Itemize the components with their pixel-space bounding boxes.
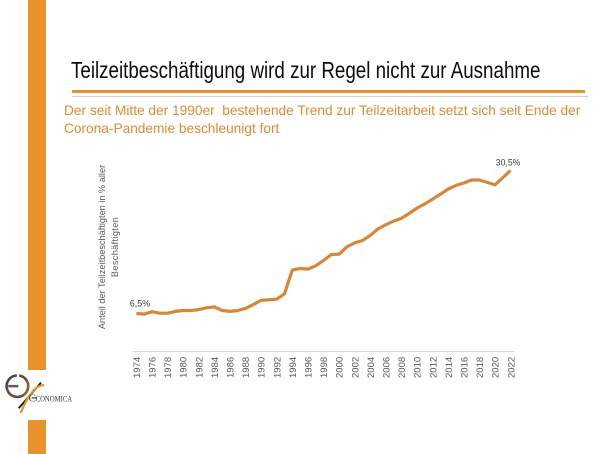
svg-text:1992: 1992 [272,357,283,378]
svg-text:1998: 1998 [319,357,330,378]
svg-text:2008: 2008 [397,357,408,378]
svg-text:30,5%: 30,5% [496,158,521,168]
svg-text:2012: 2012 [428,357,439,378]
svg-text:1990: 1990 [257,357,268,378]
svg-text:2000: 2000 [335,357,346,378]
svg-text:CONOMICA: CONOMICA [36,395,73,404]
svg-text:2004: 2004 [366,357,377,378]
svg-text:Anteil der Teilzeitbeschäftigt: Anteil der Teilzeitbeschäftigten in % al… [97,165,107,329]
svg-text:6,5%: 6,5% [130,299,151,309]
svg-text:2016: 2016 [460,357,471,378]
svg-text:1974: 1974 [132,357,143,378]
svg-text:2022: 2022 [506,357,517,378]
svg-text:Beschäftigten: Beschäftigten [110,217,120,277]
svg-text:2018: 2018 [475,357,486,378]
svg-text:1988: 1988 [241,357,252,378]
svg-text:1984: 1984 [210,357,221,378]
svg-text:2002: 2002 [350,357,361,378]
svg-text:1996: 1996 [304,357,315,378]
svg-text:1986: 1986 [226,357,237,378]
svg-text:2006: 2006 [382,357,393,378]
svg-text:1980: 1980 [179,357,190,378]
svg-text:1978: 1978 [163,357,174,378]
svg-text:2014: 2014 [444,357,455,378]
svg-text:2010: 2010 [413,357,424,378]
svg-text:1976: 1976 [148,357,159,378]
svg-text:2020: 2020 [491,357,502,378]
svg-text:1994: 1994 [288,357,299,378]
svg-text:1982: 1982 [194,357,205,378]
